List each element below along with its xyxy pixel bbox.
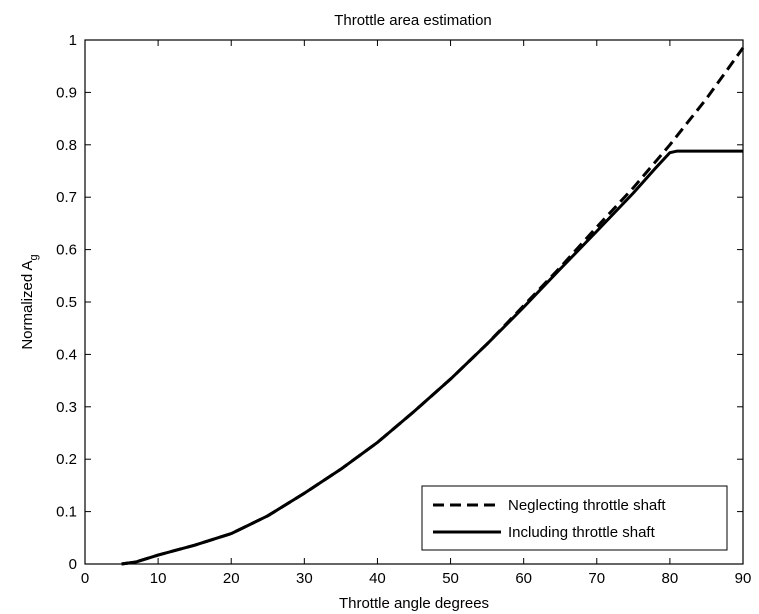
y-tick-label: 0.4: [56, 346, 77, 363]
legend: Neglecting throttle shaft Including thro…: [421, 485, 728, 551]
x-tick-label: 10: [150, 570, 167, 587]
y-tick-label: 0.8: [56, 137, 77, 154]
x-tick-label: 70: [588, 570, 605, 587]
chart-title: Throttle area estimation: [334, 12, 492, 29]
y-tick-label: 0.6: [56, 242, 77, 259]
x-tick-label: 20: [223, 570, 240, 587]
x-tick-label: 80: [662, 570, 679, 587]
y-tick-label: 1: [69, 32, 77, 49]
series-line-including: [121, 149, 743, 566]
y-tick-label: 0: [69, 556, 77, 573]
y-axis-label-group: Normalized Ag: [19, 254, 40, 349]
y-axis-label-main: Normalized A: [19, 260, 36, 349]
legend-label-neglecting: Neglecting throttle shaft: [508, 497, 666, 514]
y-tick-label: 0.1: [56, 504, 77, 521]
x-tick-label: 50: [442, 570, 459, 587]
x-tick-label: 60: [515, 570, 532, 587]
x-tick-label: 90: [735, 570, 752, 587]
y-tick-label: 0.7: [56, 189, 77, 206]
x-axis-label: Throttle angle degrees: [339, 595, 489, 612]
y-tick-label: 0.9: [56, 84, 77, 101]
x-ticks: 0 10 20 30 40 50 60 70 80 90: [81, 40, 752, 587]
y-tick-label: 0.5: [56, 294, 77, 311]
x-tick-label: 30: [296, 570, 313, 587]
y-tick-label: 0.2: [56, 451, 77, 468]
series-layer: [121, 46, 745, 566]
plot-area: [84, 39, 744, 565]
legend-label-including: Including throttle shaft: [508, 524, 656, 541]
y-axis-label: Normalized Ag: [19, 254, 40, 349]
legend-box: [421, 485, 728, 551]
y-tick-label: 0.3: [56, 399, 77, 416]
y-ticks: 0 0.1 0.2 0.3 0.4 0.5 0.6 0.7 0.8 0.9 1: [56, 32, 743, 573]
x-tick-label: 0: [81, 570, 89, 587]
y-axis-label-subscript: g: [28, 254, 40, 260]
x-tick-label: 40: [369, 570, 386, 587]
